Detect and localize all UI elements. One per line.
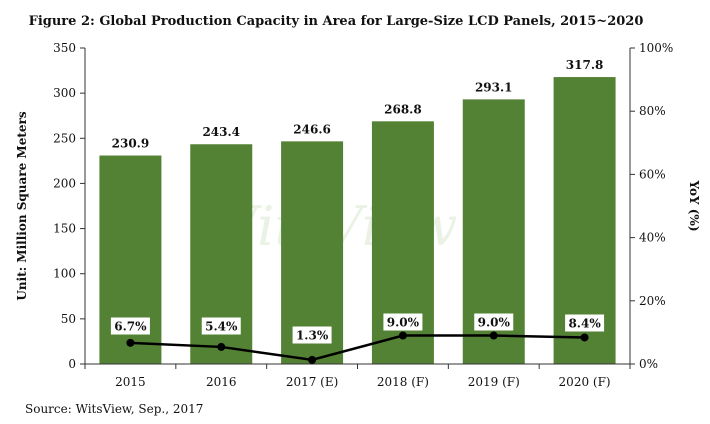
x-tick-label: 2015 — [115, 375, 146, 389]
yoy-point — [308, 355, 317, 364]
bar-value-label: 317.8 — [566, 58, 604, 72]
y2-tick-label: 100% — [639, 41, 673, 55]
yoy-label-box — [109, 316, 151, 336]
source-note: Source: WitsView, Sep., 2017 — [25, 402, 203, 416]
y2-tick-label: 80% — [639, 104, 666, 118]
y-axis-label: Unit: Million Square Meters — [15, 111, 29, 300]
y2-axis-label: YoY (%) — [687, 179, 701, 231]
bar-value-label: 246.6 — [293, 122, 331, 136]
yoy-label-box — [473, 312, 515, 332]
y2-tick-label: 40% — [639, 231, 666, 245]
chart-title: Figure 2: Global Production Capacity in … — [29, 14, 644, 29]
y-tick-label: 200 — [53, 176, 76, 190]
yoy-value-label: 1.3% — [296, 329, 329, 343]
x-tick-label: 2019 (F) — [468, 375, 520, 389]
yoy-point — [126, 338, 135, 347]
yoy-point — [398, 331, 407, 340]
yoy-point — [580, 333, 589, 342]
yoy-value-label: 8.4% — [568, 317, 601, 331]
y2-tick-label: 0% — [639, 357, 658, 371]
y-tick-label: 150 — [53, 222, 76, 236]
y-tick-label: 100 — [53, 267, 76, 281]
bar-value-label: 230.9 — [112, 137, 150, 151]
yoy-value-label: 9.0% — [387, 316, 420, 330]
x-tick-label: 2018 (F) — [377, 375, 429, 389]
yoy-label-box — [291, 325, 333, 345]
yoy-point — [217, 342, 226, 351]
yoy-point — [489, 331, 498, 340]
x-tick-label: 2017 (E) — [286, 375, 338, 389]
yoy-label-box — [200, 316, 242, 336]
yoy-value-label: 5.4% — [205, 320, 238, 334]
y-tick-label: 250 — [53, 131, 76, 145]
yoy-label-box — [564, 313, 606, 333]
yoy-label-box — [382, 312, 424, 332]
y-tick-label: 50 — [61, 312, 76, 326]
x-tick-label: 2020 (F) — [559, 375, 611, 389]
y-tick-label: 350 — [53, 41, 76, 55]
yoy-line — [130, 334, 585, 362]
yoy-value-label: 6.7% — [114, 320, 147, 334]
bar-value-label: 268.8 — [384, 102, 422, 116]
yoy-value-label: 9.0% — [478, 316, 511, 330]
y-tick-label: 300 — [53, 86, 76, 100]
y-tick-label: 0 — [68, 357, 76, 371]
y2-tick-label: 20% — [639, 294, 666, 308]
x-tick-label: 2016 — [206, 375, 237, 389]
bar-value-label: 243.4 — [202, 125, 240, 139]
bar-value-label: 293.1 — [475, 80, 513, 94]
y2-tick-label: 60% — [639, 167, 666, 181]
